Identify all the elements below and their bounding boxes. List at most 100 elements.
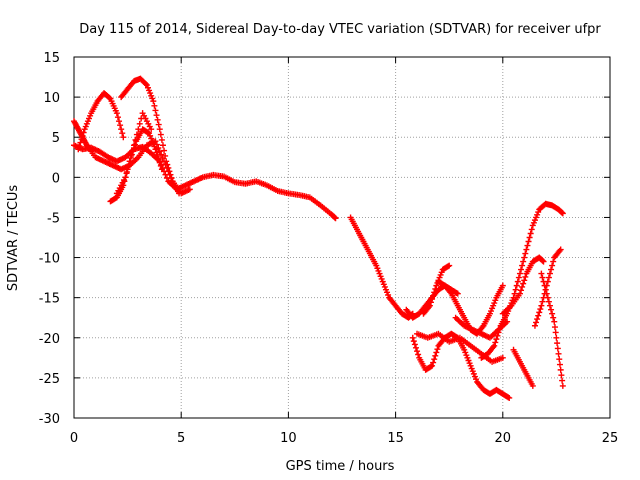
data-point	[499, 282, 506, 289]
data-point	[176, 190, 183, 197]
data-point	[433, 349, 440, 356]
data-point	[430, 292, 437, 299]
data-point	[555, 350, 562, 357]
series-arc-j	[409, 330, 513, 401]
data-point	[123, 168, 130, 175]
data-point	[538, 302, 545, 309]
data-point	[554, 340, 561, 347]
y-tick-label: 15	[43, 51, 60, 66]
data-point	[550, 258, 557, 265]
data-point	[549, 262, 556, 269]
data-point	[148, 126, 155, 133]
data-point	[132, 136, 139, 143]
y-tick-label: -30	[39, 412, 60, 427]
series-arc-r	[538, 270, 566, 389]
data-point	[119, 130, 126, 137]
data-point	[512, 286, 519, 293]
data-point	[152, 107, 159, 114]
data-point	[446, 262, 453, 269]
data-point	[430, 359, 437, 366]
grid	[74, 57, 610, 418]
data-point	[549, 310, 556, 317]
data-point	[151, 102, 158, 109]
data-point	[166, 168, 173, 175]
data-point	[523, 246, 530, 253]
data-point	[116, 118, 123, 125]
data-point	[519, 262, 526, 269]
data-point	[161, 147, 168, 154]
data-point	[557, 246, 564, 253]
data-point	[550, 314, 557, 321]
data-point	[431, 356, 438, 363]
data-point	[557, 366, 564, 373]
data-point	[496, 326, 503, 333]
data-point	[521, 277, 528, 284]
data-point	[454, 290, 461, 297]
data-point	[522, 250, 529, 257]
data-point	[150, 98, 157, 105]
data-point	[556, 361, 563, 368]
data-point	[518, 266, 525, 273]
data-point	[544, 294, 551, 301]
data-point	[163, 158, 170, 165]
data-point	[495, 329, 502, 336]
data-point	[412, 344, 419, 351]
data-point	[434, 346, 441, 353]
data-point	[493, 336, 500, 343]
data-point	[129, 147, 136, 154]
x-tick-label: 25	[602, 431, 619, 446]
x-tick-label: 0	[70, 431, 78, 446]
data-point	[559, 377, 566, 384]
data-point	[492, 339, 499, 346]
x-tick-label: 10	[280, 431, 297, 446]
data-point	[79, 132, 86, 139]
data-point	[156, 126, 163, 133]
series-arc-c	[75, 90, 127, 153]
data-points	[71, 75, 566, 401]
y-axis-label: SDTVAR / TECUs	[6, 185, 21, 292]
data-point	[533, 319, 540, 326]
data-point	[122, 174, 129, 181]
y-tick-label: -15	[39, 292, 60, 307]
data-point	[429, 362, 436, 369]
plot-frame	[73, 56, 611, 419]
data-point	[155, 121, 162, 128]
data-point	[157, 131, 164, 138]
data-point	[546, 302, 553, 309]
data-point	[78, 136, 85, 143]
data-point	[154, 116, 161, 123]
data-point	[153, 149, 160, 156]
data-point	[551, 324, 558, 331]
data-point	[410, 338, 417, 345]
data-point	[528, 226, 535, 233]
data-point	[527, 230, 534, 237]
data-point	[536, 309, 543, 316]
y-tick-label: -20	[39, 332, 60, 347]
data-point	[431, 289, 438, 296]
data-point	[158, 136, 165, 143]
axis-ticks: 0 5 10 15 20 25 15 10 5 0 -5 -10 -15 -20 -25 -30	[39, 51, 619, 446]
data-point	[427, 299, 434, 306]
series-arc-k	[420, 262, 453, 317]
data-point	[538, 270, 545, 277]
data-point	[152, 146, 159, 153]
y-tick-label: 5	[52, 131, 60, 146]
x-tick-label: 15	[387, 431, 404, 446]
data-point	[128, 152, 135, 159]
data-point	[546, 270, 553, 277]
data-point	[516, 290, 523, 297]
data-point	[186, 186, 193, 193]
data-point	[409, 334, 416, 341]
data-point	[158, 151, 165, 158]
y-tick-label: 0	[52, 171, 60, 186]
chart-title: Day 115 of 2014, Sidereal Day-to-day VTE…	[79, 22, 601, 37]
data-point	[126, 158, 133, 165]
y-tick-label: -10	[39, 252, 60, 267]
data-point	[541, 282, 548, 289]
data-point	[534, 316, 541, 323]
series-arc-f	[113, 110, 155, 197]
y-tick-label: 10	[43, 91, 60, 106]
x-tick-label: 5	[177, 431, 185, 446]
data-point	[167, 171, 174, 178]
y-tick-label: -25	[39, 372, 60, 387]
